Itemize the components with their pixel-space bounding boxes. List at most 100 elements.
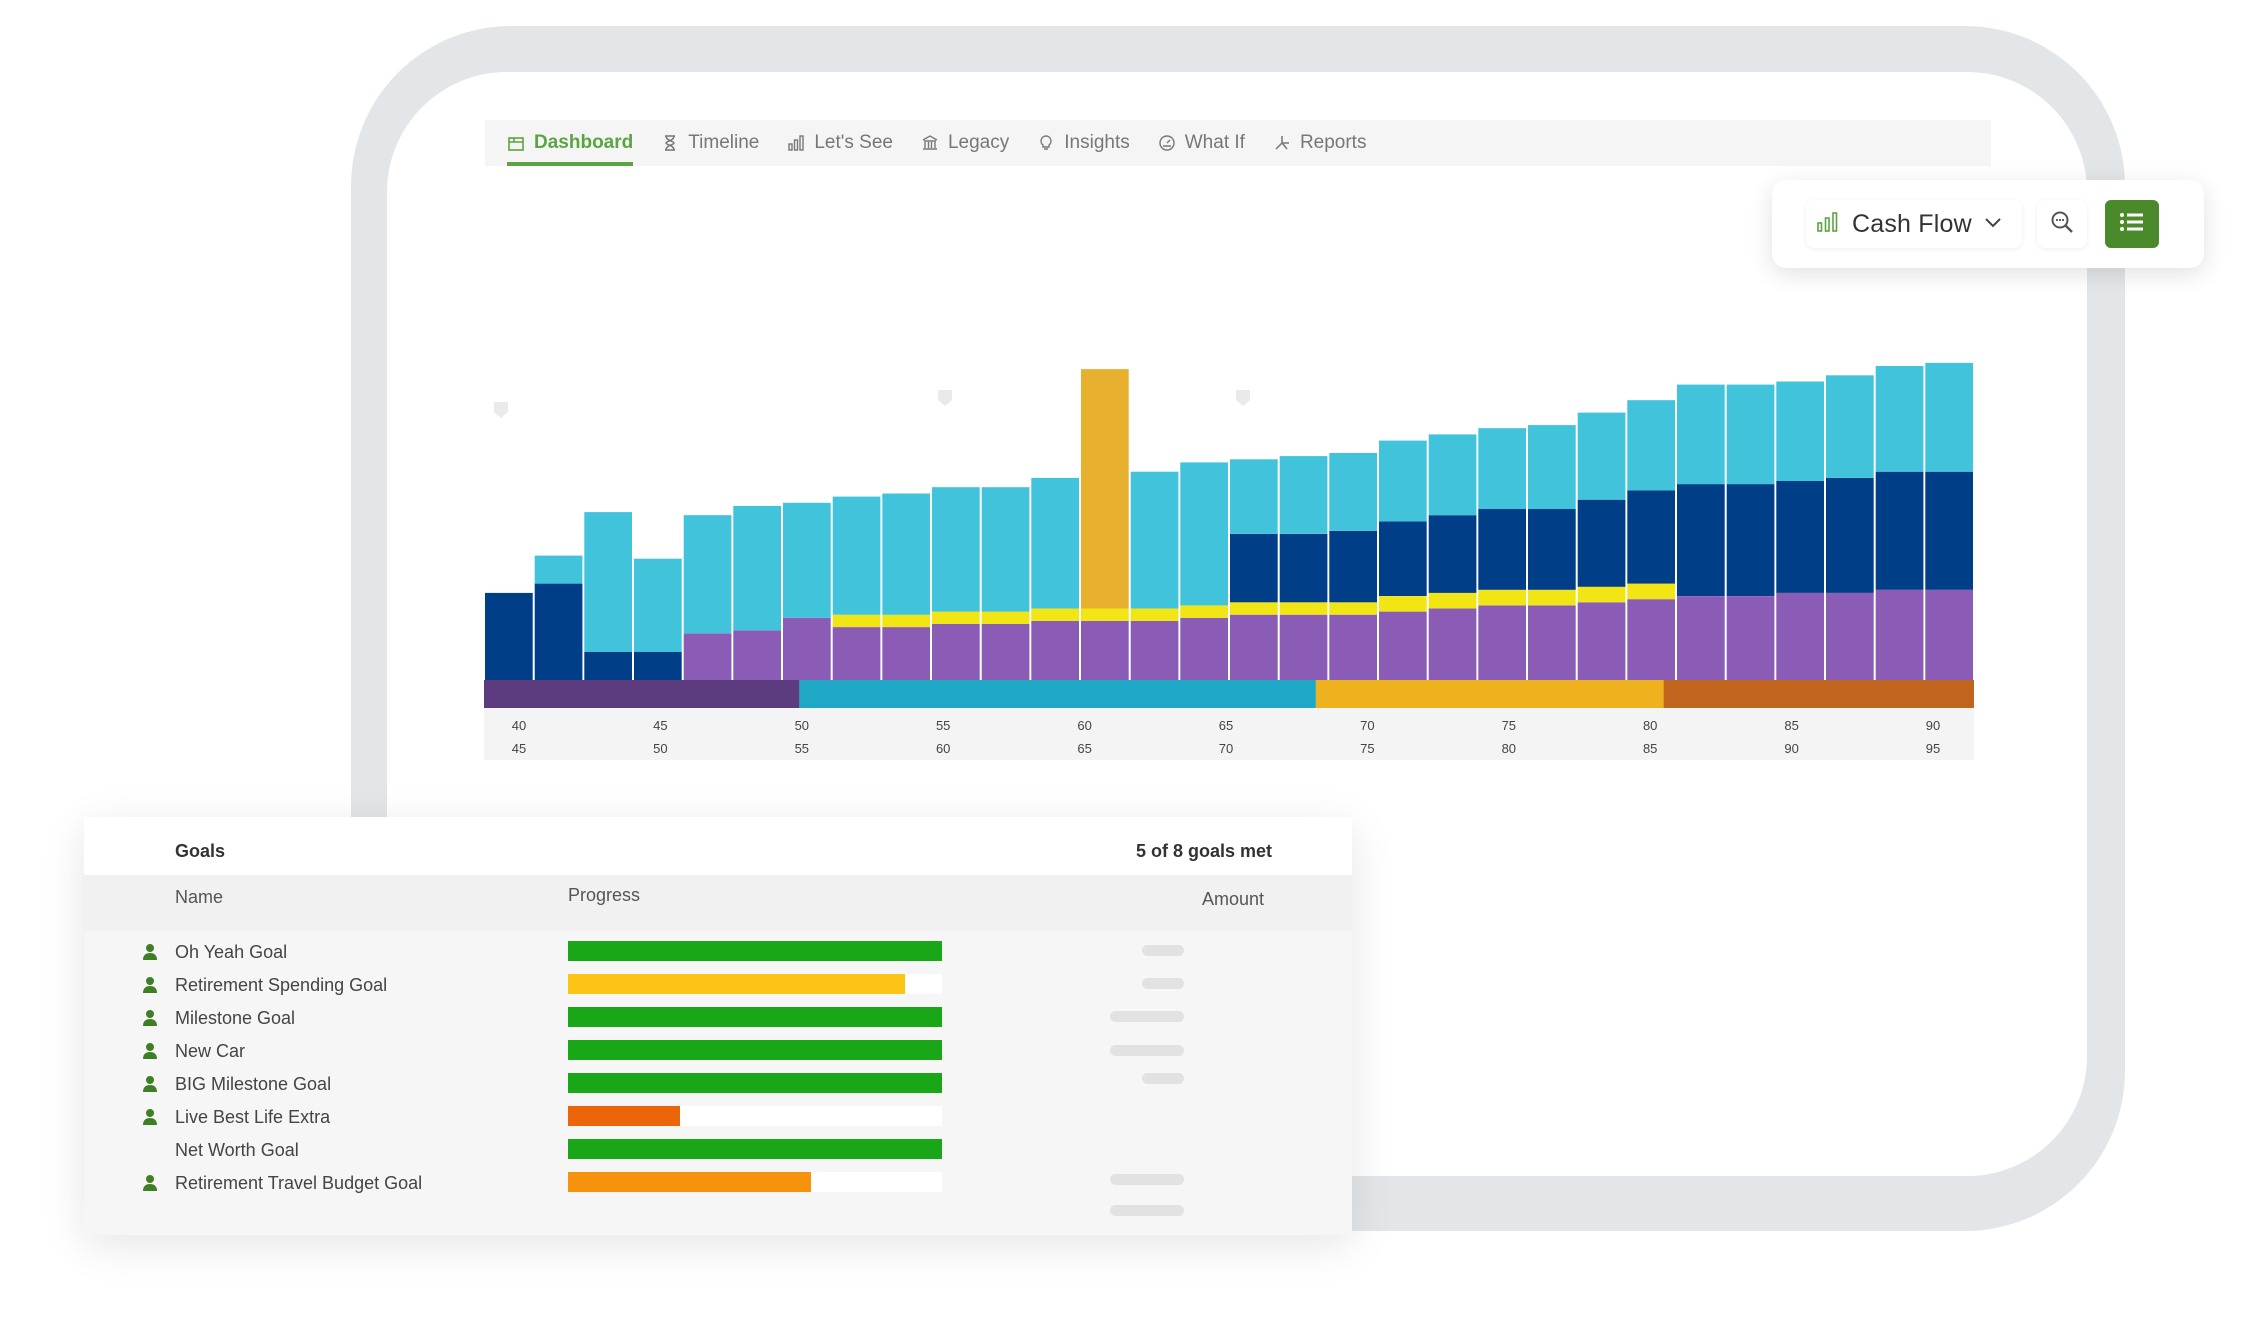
chart-bar-segment[interactable] bbox=[832, 627, 881, 680]
chart-bar-segment[interactable] bbox=[534, 583, 583, 680]
chart-bar-segment[interactable] bbox=[1528, 605, 1576, 680]
chart-bar-segment[interactable] bbox=[1478, 589, 1526, 606]
chart-bar-segment[interactable] bbox=[485, 592, 533, 680]
chart-bar-segment[interactable] bbox=[981, 487, 1030, 612]
chart-bar-segment[interactable] bbox=[1329, 453, 1377, 531]
chart-bar-segment[interactable] bbox=[832, 496, 881, 615]
chart-bar-segment[interactable] bbox=[981, 611, 1030, 624]
chart-bar-segment[interactable] bbox=[1627, 490, 1675, 584]
chart-bar-segment[interactable] bbox=[1379, 440, 1427, 522]
phase-band[interactable] bbox=[1315, 680, 1664, 708]
chart-bar-segment[interactable] bbox=[683, 515, 732, 634]
chart-bar-segment[interactable] bbox=[1478, 605, 1526, 680]
column-header-progress[interactable]: Progress bbox=[568, 885, 641, 905]
chart-bar-segment[interactable] bbox=[1230, 459, 1278, 534]
chart-bar-segment[interactable] bbox=[1428, 515, 1477, 593]
chart-bar-segment[interactable] bbox=[733, 630, 781, 680]
list-view-button[interactable] bbox=[2105, 200, 2159, 248]
goal-row[interactable]: Net Worth Goal bbox=[84, 1138, 1352, 1171]
chart-bar-segment[interactable] bbox=[1776, 381, 1824, 482]
chart-bar-segment[interactable] bbox=[1130, 620, 1179, 680]
chart-bar-segment[interactable] bbox=[1379, 611, 1427, 680]
chart-bar-segment[interactable] bbox=[882, 493, 930, 615]
chart-bar-segment[interactable] bbox=[683, 633, 732, 680]
chart-bar-segment[interactable] bbox=[1081, 369, 1129, 609]
chart-bar-segment[interactable] bbox=[1031, 608, 1079, 621]
chart-bar-segment[interactable] bbox=[1230, 602, 1278, 615]
chart-bar-segment[interactable] bbox=[1180, 617, 1228, 680]
chart-bar-segment[interactable] bbox=[1279, 456, 1328, 534]
chart-bar-segment[interactable] bbox=[1279, 533, 1328, 603]
chart-bar-segment[interactable] bbox=[1627, 583, 1675, 600]
chart-bar-segment[interactable] bbox=[1428, 608, 1477, 681]
chart-bar-segment[interactable] bbox=[1577, 586, 1626, 603]
chart-bar-segment[interactable] bbox=[1081, 608, 1129, 621]
tab-what-if[interactable]: What If bbox=[1144, 120, 1259, 166]
chart-bar-segment[interactable] bbox=[1925, 471, 1973, 590]
chart-bar-segment[interactable] bbox=[1528, 425, 1576, 509]
column-header-name[interactable]: Name bbox=[175, 887, 224, 907]
tab-dashboard[interactable]: Dashboard bbox=[485, 120, 647, 166]
chart-bar-segment[interactable] bbox=[1776, 481, 1824, 593]
chart-bar-segment[interactable] bbox=[584, 652, 632, 680]
chart-bar-segment[interactable] bbox=[1577, 602, 1626, 680]
chart-bar-segment[interactable] bbox=[1379, 521, 1427, 596]
chart-bar-segment[interactable] bbox=[1925, 362, 1973, 472]
column-header-amount[interactable]: Amount bbox=[1202, 889, 1265, 909]
chart-bar-segment[interactable] bbox=[1478, 509, 1526, 590]
tab-legacy[interactable]: Legacy bbox=[907, 120, 1023, 166]
chart-bar-segment[interactable] bbox=[1726, 384, 1775, 485]
tab-insights[interactable]: Insights bbox=[1023, 120, 1143, 166]
tab-lets-see[interactable]: Let's See bbox=[773, 120, 907, 166]
chart-bar-segment[interactable] bbox=[783, 502, 831, 618]
chart-bar-segment[interactable] bbox=[932, 487, 980, 612]
goal-row[interactable]: New Car bbox=[84, 1039, 1352, 1072]
chart-bar-segment[interactable] bbox=[1875, 589, 1924, 680]
phase-band[interactable] bbox=[1663, 680, 1974, 708]
chart-bar-segment[interactable] bbox=[981, 624, 1030, 680]
chart-bar-segment[interactable] bbox=[634, 652, 682, 680]
chart-bar-segment[interactable] bbox=[634, 558, 682, 652]
chart-bar-segment[interactable] bbox=[1677, 484, 1725, 596]
chart-bar-segment[interactable] bbox=[1428, 434, 1477, 516]
chart-bar-segment[interactable] bbox=[1677, 384, 1725, 485]
chart-bar-segment[interactable] bbox=[1826, 375, 1874, 478]
goal-row[interactable]: Retirement Spending Goal bbox=[84, 973, 1352, 1006]
goal-row[interactable]: Milestone Goal bbox=[84, 1006, 1352, 1039]
chart-bar-segment[interactable] bbox=[882, 614, 930, 628]
chart-bar-segment[interactable] bbox=[1875, 471, 1924, 590]
chart-bar-segment[interactable] bbox=[1031, 477, 1079, 609]
chart-bar-segment[interactable] bbox=[1528, 589, 1576, 606]
tab-timeline[interactable]: Timeline bbox=[647, 120, 773, 166]
chart-bar-segment[interactable] bbox=[1031, 620, 1079, 680]
phase-band[interactable] bbox=[799, 680, 1316, 708]
chart-bar-segment[interactable] bbox=[1379, 596, 1427, 612]
zoom-button[interactable] bbox=[2037, 200, 2087, 248]
chart-bar-segment[interactable] bbox=[1279, 614, 1328, 680]
chart-bar-segment[interactable] bbox=[1180, 462, 1228, 606]
chart-bar-segment[interactable] bbox=[1826, 477, 1874, 593]
view-select[interactable]: Cash Flow bbox=[1806, 200, 2022, 248]
goal-row[interactable]: Live Best Life Extra bbox=[84, 1105, 1352, 1138]
goal-row[interactable]: Oh Yeah Goal bbox=[84, 940, 1352, 989]
chart-bar-segment[interactable] bbox=[1428, 592, 1477, 609]
chart-bar-segment[interactable] bbox=[1577, 499, 1626, 587]
chart-bar-segment[interactable] bbox=[1180, 605, 1228, 618]
goal-row[interactable]: BIG Milestone Goal bbox=[84, 1072, 1352, 1105]
chart-bar-segment[interactable] bbox=[534, 555, 583, 584]
chart-bar-segment[interactable] bbox=[1230, 533, 1278, 603]
chart-bar-segment[interactable] bbox=[1776, 592, 1824, 680]
chart-bar-segment[interactable] bbox=[733, 505, 781, 631]
chart-bar-segment[interactable] bbox=[1081, 620, 1129, 680]
chart-bar-segment[interactable] bbox=[932, 624, 980, 680]
chart-bar-segment[interactable] bbox=[932, 611, 980, 624]
chart-bar-segment[interactable] bbox=[1230, 614, 1278, 680]
chart-bar-segment[interactable] bbox=[1726, 484, 1775, 596]
chart-bar-segment[interactable] bbox=[882, 627, 930, 680]
chart-bar-segment[interactable] bbox=[1478, 428, 1526, 509]
chart-bar-segment[interactable] bbox=[1925, 589, 1973, 680]
chart-bar-segment[interactable] bbox=[1279, 602, 1328, 615]
goal-row[interactable]: Retirement Travel Budget Goal bbox=[84, 1171, 1352, 1216]
chart-bar-segment[interactable] bbox=[1677, 596, 1725, 680]
chart-bar-segment[interactable] bbox=[1528, 509, 1576, 590]
